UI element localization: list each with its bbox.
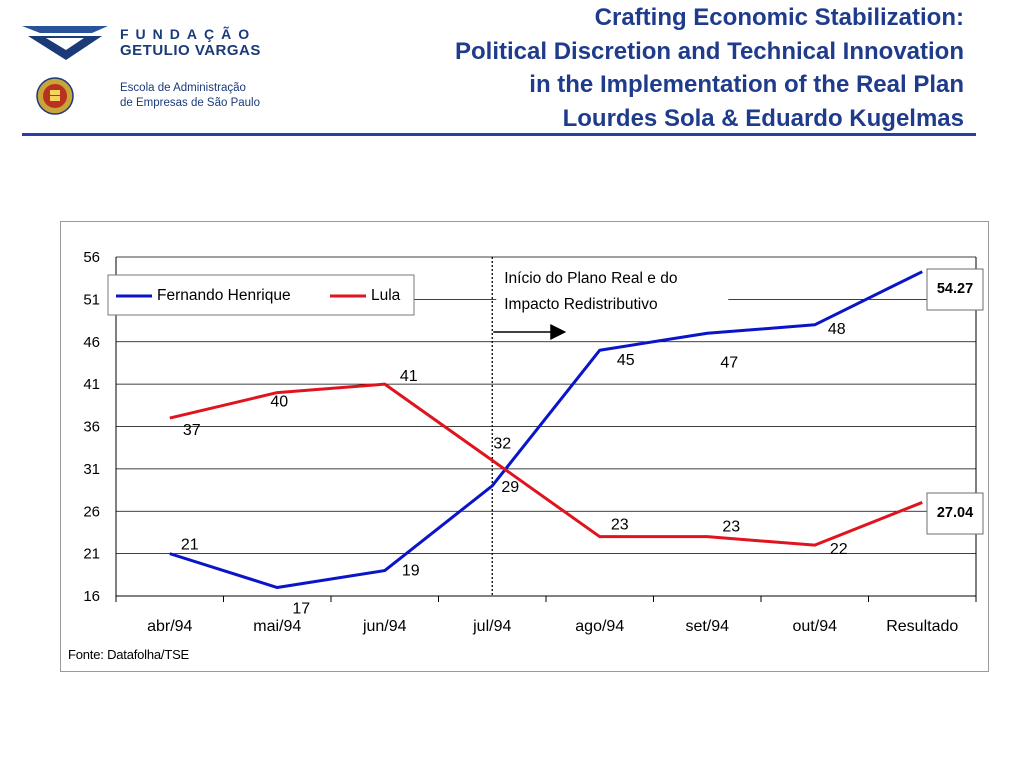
data-label: 23 [611,517,629,534]
header-divider [22,133,976,136]
data-label: 41 [400,368,418,385]
x-tick-label: Resultado [886,618,958,635]
y-tick-label: 16 [83,588,100,605]
school-name-line1: Escola de Administração [120,82,246,94]
x-tick-label: jul/94 [472,618,511,635]
annotation-text: Início do Plano Real e do [504,270,677,287]
final-result-box [926,492,984,535]
data-label: 32 [493,435,511,452]
data-label: 19 [402,563,420,580]
data-label: 17 [292,601,310,618]
x-tick-label: abr/94 [147,618,192,635]
legend-label: Fernando Henrique [157,287,291,304]
y-tick-label: 26 [83,503,100,520]
fgv-wordmark-line2: GETULIO VARGAS [120,42,261,59]
data-label: 22 [830,541,848,558]
slide-title-line: Political Discretion and Technical Innov… [455,38,964,65]
y-tick-label: 41 [83,376,100,393]
final-result-label: 27.04 [937,505,973,521]
y-tick-label: 36 [83,419,100,436]
x-tick-label: mai/94 [253,618,301,635]
y-tick-label: 56 [83,249,100,266]
eaesp-seal [36,77,74,115]
x-tick-label: set/94 [685,618,729,635]
x-tick-label: jun/94 [362,618,407,635]
annotation-background [496,262,729,314]
final-result-box [926,268,984,311]
x-tick-label: ago/94 [575,618,624,635]
x-tick-label: out/94 [793,618,838,635]
school-name-line2: de Empresas de São Paulo [120,97,261,109]
legend-label: Lula [371,287,401,304]
series-line-fernando-henrique [169,270,923,590]
data-label: 45 [617,352,635,369]
y-tick-label: 46 [83,334,100,351]
data-label: 37 [183,422,201,439]
slide-title-line: in the Implementation of the Real Plan [529,71,964,98]
data-label: 48 [828,321,846,338]
data-label: 29 [501,479,519,496]
y-tick-label: 31 [83,461,100,478]
source-note: Fonte: Datafolha/TSE [68,647,190,662]
slide-title-line: Crafting Economic Stabilization: [594,4,964,31]
fgv-wordmark-line1: FUNDAÇÃO [120,26,257,42]
final-result-label: 54.27 [937,281,973,297]
data-label: 40 [270,394,288,411]
y-tick-label: 51 [83,291,100,308]
data-label: 21 [181,537,199,554]
y-tick-label: 21 [83,546,100,563]
annotation-arrow-head [550,324,567,340]
fgv-logo [22,26,108,60]
annotation-text: Impacto Redistributivo [504,296,657,313]
series-line-lula [169,382,923,547]
slide-header: FUNDAÇÃO GETULIO VARGAS Escola de Admini… [0,0,1024,140]
data-label: 23 [722,519,740,536]
data-label: 47 [720,354,738,371]
slide-authors: Lourdes Sola & Eduardo Kugelmas [562,105,964,132]
